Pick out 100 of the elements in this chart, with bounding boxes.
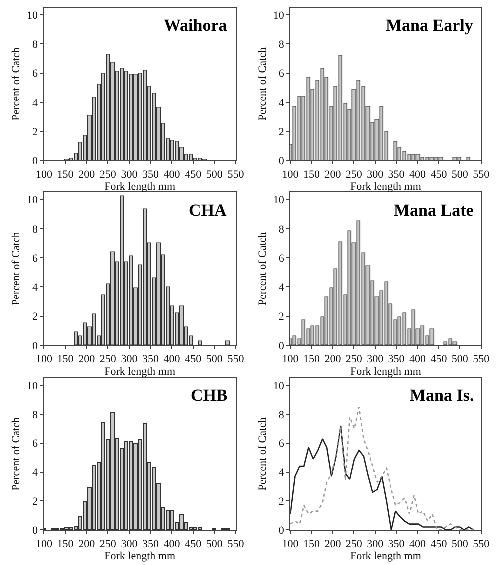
x-tick-label: 150 [57,538,74,550]
y-tick-label: 4 [32,97,39,110]
y-axis-title: Percent of Catch [10,417,23,491]
y-tick-label: 2 [278,126,284,138]
y-tick-label: 6 [278,68,285,80]
y-tick-label: 2 [32,126,38,138]
x-tick-label: 200 [78,168,96,181]
bar [64,528,70,530]
y-tick-label: 0 [32,524,39,537]
y-axis-title: Percent of Catch [257,47,270,121]
y-tick-label: 4 [278,282,285,294]
x-tick-label: 350 [388,538,406,550]
text: CHB [191,386,228,405]
x-tick-label: 450 [430,168,448,181]
x-tick-label: 300 [367,168,384,181]
y-tick-label: 0 [32,340,39,352]
y-tick-label: 8 [32,39,39,52]
y-tick-label: 2 [32,311,38,324]
y-tick-label: 10 [27,194,39,207]
x-tick-label: 100 [282,168,300,181]
y-axis-title: Percent of Catch [257,232,270,306]
y-tick-label: 0 [278,340,285,352]
x-tick-label: 350 [142,354,160,366]
y-tick-label: 4 [278,97,285,110]
x-tick-label: 550 [473,168,490,181]
x-tick-label: 500 [206,354,224,366]
x-tick-label: 300 [367,538,384,550]
y-tick-label: 10 [273,194,285,207]
x-tick-label: 150 [57,168,74,181]
y-tick-label: 10 [27,380,39,392]
x-tick-label: 550 [228,354,245,366]
bar [74,332,78,346]
x-tick-label: 400 [164,538,181,550]
x-tick-label: 500 [452,538,469,550]
y-tick-label: 6 [278,252,285,265]
x-tick-label: 200 [324,168,342,181]
x-tick-label: 450 [430,538,448,550]
x-axis-title: Fork length mm [104,366,176,378]
x-tick-label: 400 [164,354,181,366]
bar [179,306,184,346]
y-tick-label: 0 [32,156,39,168]
x-tick-label: 400 [409,168,426,181]
x-axis-title: Fork length mm [104,550,176,562]
x-axis-title: Fork length mm [350,550,422,562]
x-tick-label: 550 [228,538,245,550]
bar [133,74,138,161]
y-tick-label: 6 [32,438,39,450]
x-tick-label: 350 [388,354,406,366]
y-tick-label: 6 [278,438,285,450]
y-tick-label: 8 [278,39,285,52]
y-tick-label: 4 [32,282,39,294]
y-tick-label: 2 [278,496,284,508]
x-tick-label: 100 [36,538,53,550]
x-tick-label: 450 [185,538,202,550]
x-tick-label: 250 [346,354,363,366]
text: Mana Is. [410,386,474,405]
bar [110,412,116,530]
y-tick-label: 4 [32,467,39,480]
text: Waihora [164,16,228,35]
x-tick-label: 100 [36,168,53,181]
x-tick-label: 500 [452,168,469,181]
text: Mana Late [394,201,474,220]
x-tick-label: 350 [388,168,406,181]
y-tick-label: 10 [273,10,285,22]
bar [452,157,458,161]
bar [394,141,398,161]
y-tick-label: 2 [32,496,38,508]
x-tick-label: 100 [282,538,300,550]
x-tick-label: 400 [164,168,181,181]
x-axis-title: Fork length mm [350,181,422,194]
x-tick-label: 500 [206,538,224,550]
y-tick-label: 10 [27,10,39,22]
x-tick-label: 200 [78,354,96,366]
y-axis-title: Percent of Catch [10,232,23,306]
x-tick-label: 550 [473,354,490,366]
bar [225,340,230,346]
bar [452,342,458,346]
x-tick-label: 250 [100,168,117,181]
bar [198,340,202,346]
y-tick-label: 0 [278,156,285,168]
x-tick-label: 250 [346,538,363,550]
y-tick-label: 6 [32,252,39,265]
x-tick-label: 300 [121,354,138,366]
bar [156,242,162,346]
x-tick-label: 500 [452,354,469,366]
x-tick-label: 550 [228,168,245,181]
x-axis-title: Fork length mm [104,181,176,194]
x-tick-label: 400 [409,354,426,366]
y-axis-title: Percent of Catch [257,417,270,491]
bar [430,157,435,161]
x-axis-title: Fork length mm [350,366,422,378]
x-tick-label: 250 [100,538,117,550]
y-tick-label: 0 [278,524,285,537]
y-tick-label: 8 [278,224,285,236]
x-tick-label: 450 [430,354,448,366]
x-tick-label: 150 [57,354,74,366]
bar [430,328,435,346]
bar [179,514,184,530]
x-tick-label: 150 [304,354,321,366]
text: Mana Early [386,16,474,35]
